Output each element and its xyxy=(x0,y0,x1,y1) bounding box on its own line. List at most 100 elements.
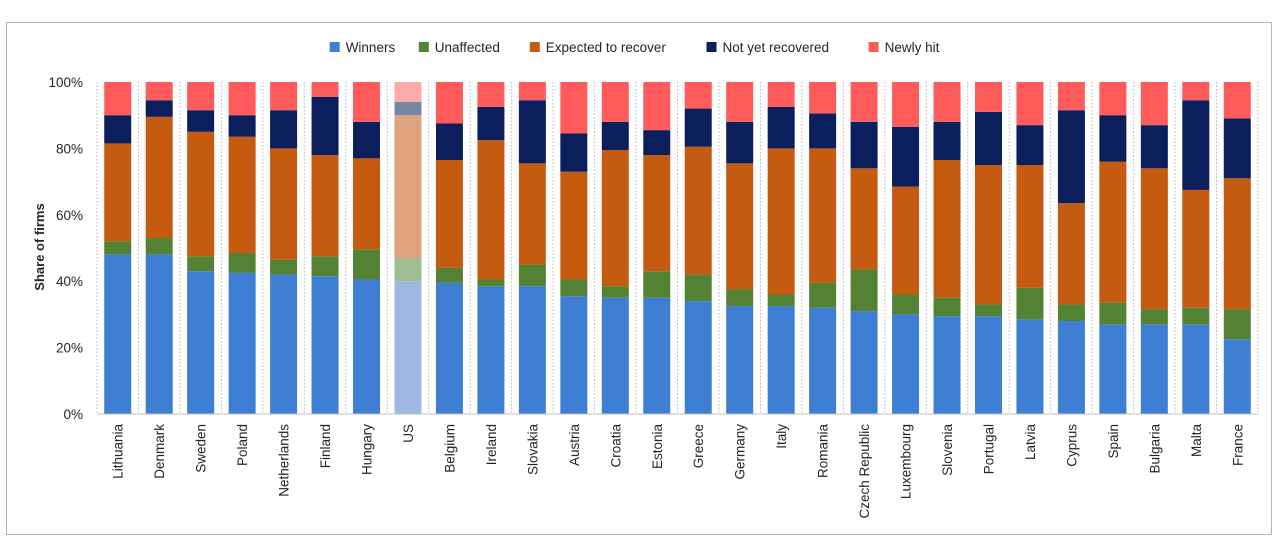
bar-segment-not-yet-recovered xyxy=(809,113,837,149)
bar-segment-unaffected xyxy=(892,294,920,315)
bar-segment-unaffected xyxy=(353,249,381,280)
legend: Winners Unaffected Expected to recover Not … xyxy=(329,40,940,55)
bar-segment-expected-to-recover xyxy=(601,150,629,287)
bar-segment-winners xyxy=(1223,339,1251,414)
bar-segment-winners xyxy=(145,254,173,414)
bar-segment-expected-to-recover xyxy=(228,136,256,253)
bar-group-finland xyxy=(311,82,339,414)
bar-segment-not-yet-recovered xyxy=(1182,100,1210,190)
bar-segment-unaffected xyxy=(1223,309,1251,340)
bar-segment-newly-hit xyxy=(684,82,712,109)
x-tick-label: US xyxy=(401,424,416,443)
bar-segment-not-yet-recovered xyxy=(850,121,878,169)
bar-segment-winners xyxy=(974,316,1002,414)
bar-segment-winners xyxy=(104,254,132,414)
x-tick-label: France xyxy=(1230,424,1245,466)
x-tick-label: Italy xyxy=(774,424,789,449)
y-tick-label: 40% xyxy=(56,274,83,289)
bar-group-luxembourg xyxy=(892,82,920,414)
y-tick-label: 0% xyxy=(63,407,83,422)
bar-segment-not-yet-recovered xyxy=(560,133,588,172)
bar-segment-winners xyxy=(1057,321,1085,414)
bar-segment-expected-to-recover xyxy=(1016,165,1044,288)
bar-segment-newly-hit xyxy=(1140,82,1168,126)
bar-segment-not-yet-recovered xyxy=(435,123,463,161)
bar-segment-not-yet-recovered xyxy=(187,110,215,132)
bar-segment-newly-hit xyxy=(228,82,256,116)
y-tick-label: 100% xyxy=(48,75,83,90)
bar-segment-winners xyxy=(684,301,712,414)
bar-segment-unaffected xyxy=(518,264,546,287)
bar-segment-unaffected xyxy=(974,304,1002,317)
bar-segment-expected-to-recover xyxy=(850,168,878,270)
bar-segment-newly-hit xyxy=(933,82,961,122)
bar-segment-expected-to-recover xyxy=(643,155,671,272)
bar-segment-winners xyxy=(477,286,505,414)
bar-group-estonia xyxy=(643,82,671,414)
x-tick-label: Slovenia xyxy=(940,424,955,476)
x-tick-label: Estonia xyxy=(650,424,665,470)
bar-segment-not-yet-recovered xyxy=(1057,110,1085,204)
bar-group-belgium xyxy=(435,82,463,414)
y-axis: 0% 20% 40% 60% 80% 100% xyxy=(48,75,83,422)
bar-segment-not-yet-recovered xyxy=(228,115,256,137)
bar-segment-not-yet-recovered xyxy=(518,100,546,164)
bar-segment-expected-to-recover xyxy=(974,165,1002,305)
bar-segment-newly-hit xyxy=(311,82,339,97)
bar-segment-newly-hit xyxy=(1016,82,1044,126)
bar-group-poland xyxy=(228,82,256,414)
bar-segment-newly-hit xyxy=(145,82,173,101)
bar-segment-newly-hit xyxy=(809,82,837,114)
legend-item-not-yet-recovered: Not yet recovered xyxy=(706,40,829,55)
bar-segment-unaffected xyxy=(684,274,712,302)
bar-group-greece xyxy=(684,82,712,414)
x-tick-label: Cyprus xyxy=(1064,424,1079,467)
legend-item-winners: Winners xyxy=(329,40,395,55)
bar-segment-newly-hit xyxy=(353,82,381,122)
bar-segment-not-yet-recovered xyxy=(353,121,381,159)
bar-group-lithuania xyxy=(104,82,132,414)
legend-label: Expected to recover xyxy=(546,40,667,55)
bar-group-us xyxy=(394,82,422,414)
bar-segment-not-yet-recovered xyxy=(104,115,132,144)
bar-segment-winners xyxy=(1099,324,1127,414)
bar-segment-expected-to-recover xyxy=(1140,168,1168,310)
bar-segment-winners xyxy=(435,282,463,414)
bar-group-ireland xyxy=(477,82,505,414)
x-tick-label: Latvia xyxy=(1023,424,1038,461)
bar-group-netherlands xyxy=(270,82,298,414)
bar-segment-unaffected xyxy=(394,257,422,282)
bar-segment-newly-hit xyxy=(477,82,505,107)
bar-group-spain xyxy=(1099,82,1127,414)
x-tick-label: Netherlands xyxy=(277,424,292,497)
bar-segment-not-yet-recovered xyxy=(767,106,795,149)
bar-segment-winners xyxy=(850,311,878,414)
bar-segment-unaffected xyxy=(1182,307,1210,325)
bar-segment-newly-hit xyxy=(1057,82,1085,111)
bar-segment-not-yet-recovered xyxy=(477,106,505,141)
bar-segment-expected-to-recover xyxy=(187,131,215,257)
bar-group-france xyxy=(1223,82,1251,414)
bar-segment-unaffected xyxy=(601,286,629,298)
bar-segment-newly-hit xyxy=(518,82,546,101)
bar-group-bulgaria xyxy=(1140,82,1168,414)
bar-group-hungary xyxy=(353,82,381,414)
bar-segment-expected-to-recover xyxy=(684,146,712,275)
y-axis-label: Share of firms xyxy=(32,203,47,290)
bar-segment-newly-hit xyxy=(726,82,754,122)
bar-segment-winners xyxy=(394,281,422,414)
legend-item-expected-to-recover: Expected to recover xyxy=(529,40,667,55)
x-tick-label: Poland xyxy=(235,424,250,466)
bar-group-latvia xyxy=(1016,82,1044,414)
bar-segment-expected-to-recover xyxy=(435,160,463,268)
bar-segment-expected-to-recover xyxy=(726,163,754,290)
bar-segment-newly-hit xyxy=(767,82,795,107)
bar-segment-unaffected xyxy=(1099,302,1127,325)
bar-segment-unaffected xyxy=(809,282,837,308)
bar-segment-unaffected xyxy=(643,271,671,298)
bar-group-denmark xyxy=(145,82,173,414)
bar-segment-winners xyxy=(1016,319,1044,414)
bar-segment-winners xyxy=(1182,324,1210,414)
bar-segment-unaffected xyxy=(726,289,754,307)
bar-segment-expected-to-recover xyxy=(270,148,298,260)
